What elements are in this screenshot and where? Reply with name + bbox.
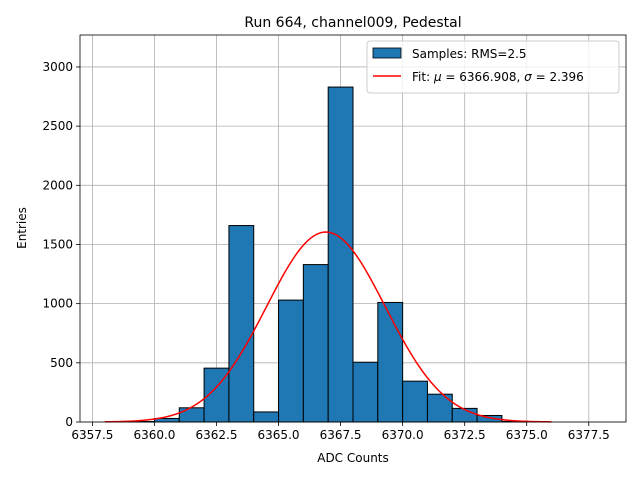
chart-title: Run 664, channel009, Pedestal xyxy=(244,15,461,31)
legend-fit-sigma-text: = 2.396 xyxy=(532,70,584,84)
y-tick-label: 2500 xyxy=(42,119,73,133)
histogram-bar-12 xyxy=(426,393,453,423)
histogram-bar-4 xyxy=(228,225,255,423)
legend-label-fit: Fit: μ = 6366.908, σ = 2.396 xyxy=(412,70,584,84)
x-tick-label: 6375.0 xyxy=(506,428,548,442)
y-tick-label: 500 xyxy=(50,356,73,370)
legend-swatch-samples xyxy=(372,47,402,59)
histogram-bar-8 xyxy=(327,86,354,423)
legend: Samples: RMS=2.5 Fit: μ = 6366.908, σ = … xyxy=(366,40,620,94)
legend-box xyxy=(366,40,620,94)
y-tick-label: 0 xyxy=(65,415,73,429)
y-tick-label: 1500 xyxy=(42,237,73,251)
histogram-bar-6 xyxy=(278,299,304,423)
legend-fit-mu-symbol: μ xyxy=(433,70,442,84)
x-tick-label: 6360.0 xyxy=(133,428,175,442)
legend-fit-sigma-symbol: σ xyxy=(524,70,532,84)
histogram-bar-11 xyxy=(402,380,428,423)
x-tick-label: 6365.0 xyxy=(258,428,300,442)
plot-frame xyxy=(79,34,627,423)
histogram-bar-5 xyxy=(253,411,280,423)
y-axis-label: Entries xyxy=(15,207,29,249)
histogram-bars xyxy=(129,86,528,423)
x-tick-label: 6370.0 xyxy=(382,428,424,442)
fit-curve xyxy=(104,231,552,423)
histogram-bar-2 xyxy=(178,407,205,423)
x-tick-label: 6362.5 xyxy=(196,428,238,442)
x-tick-label: 6372.5 xyxy=(444,428,486,442)
y-tick-label: 1000 xyxy=(42,297,73,311)
histogram-bar-7 xyxy=(302,264,329,423)
y-axis-ticks: 0 500 1000 1500 2000 2500 3000 xyxy=(42,60,80,429)
x-tick-label: 6367.5 xyxy=(320,428,362,442)
x-axis-label: ADC Counts xyxy=(317,451,389,465)
histogram-bar-13 xyxy=(451,407,478,423)
histogram-bar-9 xyxy=(352,361,379,423)
y-tick-label: 2000 xyxy=(42,178,73,192)
legend-fit-prefix: Fit: xyxy=(412,70,434,84)
y-tick-label: 3000 xyxy=(42,60,73,74)
histogram-bar-10 xyxy=(377,301,404,423)
legend-label-samples: Samples: RMS=2.5 xyxy=(412,47,527,61)
x-axis-ticks: 6357.5 6360.0 6362.5 6365.0 6367.5 6370.0 6372… xyxy=(71,422,610,442)
x-tick-label: 6377.5 xyxy=(568,428,610,442)
x-tick-label: 6357.5 xyxy=(71,428,113,442)
legend-fit-mu-text: = 6366.908, xyxy=(442,70,525,84)
